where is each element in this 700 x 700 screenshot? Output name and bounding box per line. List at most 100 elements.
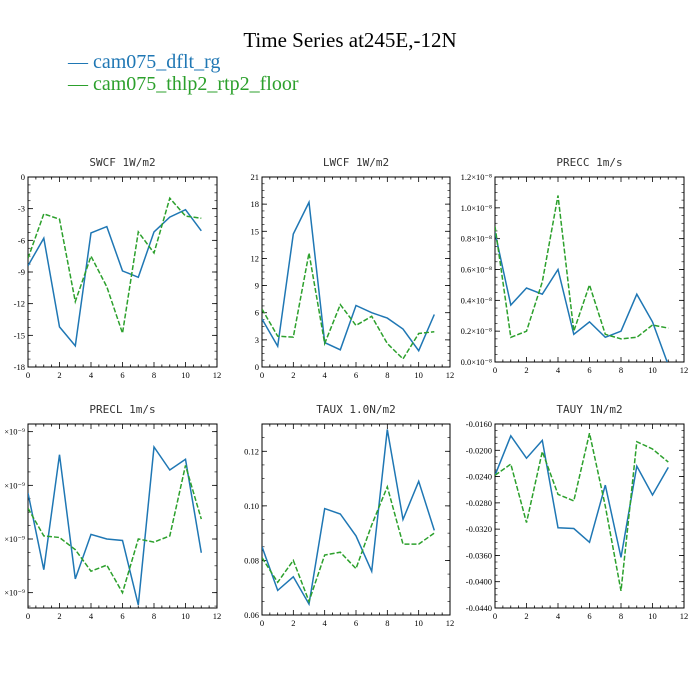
x-tick-label-4-1: 2 (291, 618, 295, 628)
x-tick-label-5-0: 0 (493, 611, 497, 621)
series-line-0-0 (28, 208, 202, 348)
x-tick-label-4-3: 6 (354, 618, 358, 628)
y-tick-label-2-2: 0.4×10⁻⁸ (461, 295, 492, 305)
series-line-4-0 (262, 429, 436, 607)
x-tick-label-5-1: 2 (524, 611, 528, 621)
y-tick-label-2-1: 0.2×10⁻⁸ (461, 326, 492, 336)
y-tick-label-4-3: 0.12 (244, 446, 259, 456)
y-tick-label-1-2: 6 (255, 308, 259, 318)
plot-frame-2 (494, 176, 685, 363)
x-tick-label-2-3: 6 (587, 365, 591, 375)
plot-frame-4 (261, 423, 451, 616)
y-tick-label-4-1: 0.08 (244, 555, 259, 565)
y-tick-label-0-2: -12 (14, 299, 25, 309)
y-tick-label-1-4: 12 (251, 253, 260, 263)
y-tick-label-5-5: -0.0240 (466, 472, 492, 482)
legend-entry-floor: — cam075_thlp2_rtp2_floor (68, 73, 299, 95)
x-tick-label-3-5: 10 (181, 611, 190, 621)
series-line-2-0 (495, 232, 668, 362)
x-tick-label-2-1: 2 (524, 365, 528, 375)
x-tick-label-1-2: 4 (323, 370, 328, 380)
series-line-1-1 (262, 252, 435, 361)
plot-title-5: TAUY 1N/m2 (556, 403, 622, 416)
legend-entry-dflt: — cam075_dflt_rg (68, 51, 221, 73)
x-tick-label-0-4: 8 (152, 370, 156, 380)
y-tick-label-5-4: -0.0280 (466, 498, 492, 508)
plot-frame-1 (261, 176, 451, 368)
y-tick-label-4-0: 0.06 (244, 610, 259, 620)
x-tick-label-4-2: 4 (323, 618, 328, 628)
series-line-5-1 (495, 433, 669, 592)
x-tick-label-5-4: 8 (619, 611, 623, 621)
x-tick-label-1-1: 2 (291, 370, 295, 380)
y-tick-label-1-7: 21 (251, 172, 260, 182)
x-tick-label-4-0: 0 (260, 618, 264, 628)
series-line-5-0 (495, 434, 669, 558)
y-tick-label-2-6: 1.2×10⁻⁸ (461, 172, 492, 182)
x-tick-label-0-3: 6 (120, 370, 124, 380)
y-tick-label-3-2: ×10⁻⁹ (4, 480, 25, 490)
y-tick-label-3-0: ×10⁻⁹ (4, 588, 25, 598)
x-tick-label-0-2: 4 (89, 370, 94, 380)
x-tick-label-4-4: 8 (385, 618, 389, 628)
y-tick-label-0-5: -3 (18, 204, 25, 214)
x-tick-label-1-6: 12 (446, 370, 455, 380)
y-tick-label-5-2: -0.0360 (466, 550, 492, 560)
x-tick-label-0-6: 12 (213, 370, 222, 380)
series-line-2-1 (495, 195, 669, 340)
y-tick-label-5-3: -0.0320 (466, 524, 492, 534)
y-tick-label-5-1: -0.0400 (466, 577, 492, 587)
x-tick-label-2-2: 4 (556, 365, 561, 375)
figure-title: Time Series at245E,-12N (243, 28, 457, 52)
y-tick-label-1-5: 15 (251, 226, 260, 236)
y-tick-label-1-6: 18 (251, 199, 260, 209)
x-tick-label-5-3: 6 (587, 611, 591, 621)
series-line-3-0 (28, 444, 203, 606)
y-tick-label-1-0: 0 (255, 362, 259, 372)
x-tick-label-3-4: 8 (152, 611, 156, 621)
x-tick-label-2-6: 12 (680, 365, 689, 375)
plot-title-4: TAUX 1.0N/m2 (316, 403, 395, 416)
y-tick-label-0-0: -18 (14, 362, 25, 372)
x-tick-label-5-6: 12 (680, 611, 689, 621)
x-tick-label-2-4: 8 (619, 365, 623, 375)
y-tick-label-1-1: 3 (255, 335, 259, 345)
x-tick-label-3-3: 6 (120, 611, 124, 621)
y-tick-label-2-3: 0.6×10⁻⁸ (461, 265, 492, 275)
y-tick-label-0-6: 0 (21, 172, 25, 182)
y-tick-label-0-3: -9 (18, 267, 25, 277)
x-tick-label-2-5: 10 (648, 365, 657, 375)
x-tick-label-1-0: 0 (260, 370, 264, 380)
plot-frame-3 (27, 423, 218, 609)
y-tick-label-5-6: -0.0200 (466, 445, 492, 455)
y-tick-label-3-3: ×10⁻⁹ (4, 427, 25, 437)
plot-frame-0 (27, 176, 218, 368)
plot-title-3: PRECL 1m/s (89, 403, 155, 416)
y-tick-label-5-7: -0.0160 (466, 419, 492, 429)
plot-title-0: SWCF 1W/m2 (89, 156, 155, 169)
plot-title-1: LWCF 1W/m2 (323, 156, 389, 169)
series-line-1-0 (262, 199, 435, 353)
y-tick-label-5-0: -0.0440 (466, 603, 492, 613)
x-tick-label-3-0: 0 (26, 611, 30, 621)
y-tick-label-1-3: 9 (255, 281, 259, 291)
x-tick-label-4-5: 10 (414, 618, 423, 628)
x-tick-label-1-3: 6 (354, 370, 358, 380)
y-tick-label-0-4: -6 (18, 235, 25, 245)
x-tick-label-0-1: 2 (57, 370, 61, 380)
y-tick-label-3-1: ×10⁻⁹ (4, 534, 25, 544)
y-tick-label-0-1: -15 (14, 330, 25, 340)
series-line-4-1 (262, 484, 435, 604)
x-tick-label-2-0: 0 (493, 365, 497, 375)
series-line-0-1 (28, 196, 202, 334)
x-tick-label-0-0: 0 (26, 370, 30, 380)
x-tick-label-4-6: 12 (446, 618, 455, 628)
y-tick-label-4-2: 0.10 (244, 501, 259, 511)
y-tick-label-2-0: 0.0×10⁻⁸ (461, 357, 492, 367)
x-tick-label-3-6: 12 (213, 611, 222, 621)
x-tick-label-3-2: 4 (89, 611, 94, 621)
x-tick-label-1-5: 10 (414, 370, 423, 380)
series-line-3-1 (28, 465, 203, 595)
